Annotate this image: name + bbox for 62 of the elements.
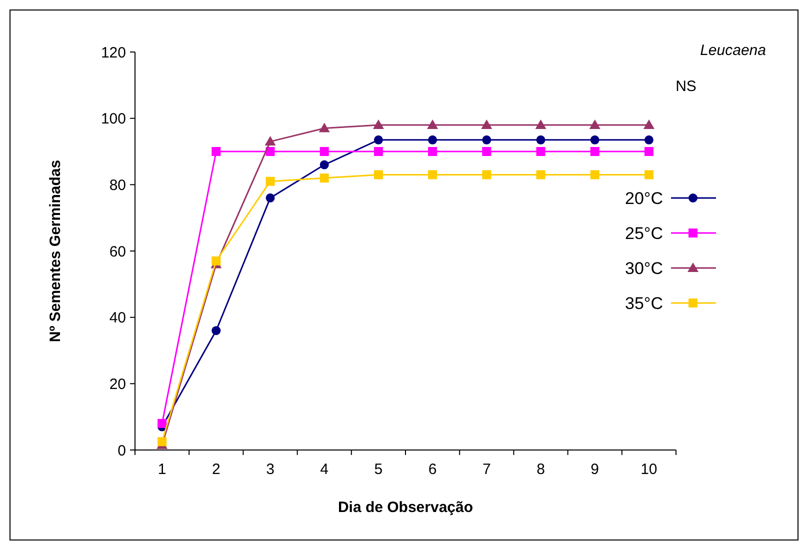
point xyxy=(482,170,492,180)
point xyxy=(212,147,221,156)
point xyxy=(318,122,330,132)
point xyxy=(482,147,492,156)
point xyxy=(320,160,329,170)
point xyxy=(536,135,546,144)
point xyxy=(590,135,600,144)
x-tick-label: 7 xyxy=(482,461,491,478)
point xyxy=(212,256,221,266)
x-tick-label: 4 xyxy=(320,461,329,478)
y-tick-label: 0 xyxy=(118,442,126,460)
point xyxy=(428,147,438,156)
text: Leucaena xyxy=(700,42,766,59)
point xyxy=(644,135,654,144)
point xyxy=(266,147,275,156)
y-tick-label: 80 xyxy=(109,176,126,194)
x-tick-label: 2 xyxy=(212,461,220,478)
point xyxy=(428,135,438,144)
y-tick-label: 120 xyxy=(100,44,126,62)
x-axis-title: Dia de Observação xyxy=(338,499,474,516)
point xyxy=(266,176,275,186)
point xyxy=(374,170,383,180)
x-tick-label: 3 xyxy=(266,461,274,478)
x-tick-label: 9 xyxy=(590,461,600,478)
point xyxy=(428,170,438,180)
point xyxy=(158,418,167,428)
annotation: NS xyxy=(676,78,696,95)
point xyxy=(212,326,221,336)
y-tick-label: 60 xyxy=(109,243,126,260)
point xyxy=(320,147,329,156)
x-tick-label: 10 xyxy=(640,461,658,478)
point xyxy=(158,437,167,446)
point xyxy=(372,119,384,129)
legend-label: 20°C xyxy=(625,188,663,208)
point xyxy=(374,135,383,144)
point xyxy=(482,135,492,144)
point xyxy=(481,119,492,129)
point xyxy=(644,147,654,156)
point xyxy=(536,147,546,156)
legend-label: 25°C xyxy=(625,224,663,243)
x-tick-label: 5 xyxy=(374,461,383,478)
point xyxy=(590,170,600,180)
point xyxy=(536,170,546,180)
y-tick-label: 100 xyxy=(100,110,126,128)
y-axis-title: Nº Sementes Germinadas xyxy=(47,160,64,342)
x-tick-label: 1 xyxy=(158,461,166,478)
legend-label: 30°C xyxy=(625,258,663,278)
point xyxy=(589,119,600,129)
point xyxy=(264,136,276,146)
point xyxy=(427,119,438,129)
point xyxy=(535,119,546,129)
point xyxy=(644,170,654,180)
x-tick-label: 6 xyxy=(428,461,437,478)
point xyxy=(320,174,329,183)
y-tick-label: 20 xyxy=(109,376,126,393)
point xyxy=(374,147,383,156)
y-tick-label: 40 xyxy=(109,310,126,327)
legend-label: 35°C xyxy=(625,294,663,313)
point xyxy=(266,193,275,202)
x-tick-label: 8 xyxy=(536,461,545,478)
point xyxy=(590,147,600,156)
point xyxy=(643,119,654,129)
